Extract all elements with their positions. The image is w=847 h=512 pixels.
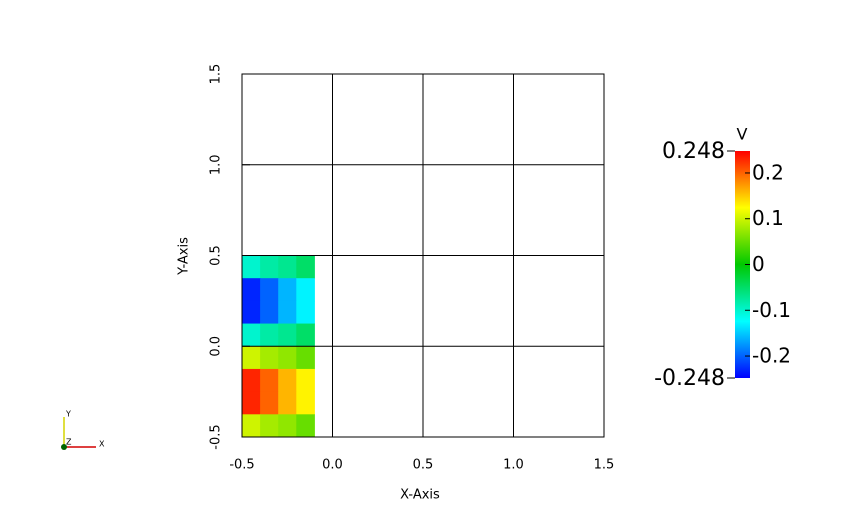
- heat-cell: [296, 391, 315, 415]
- y-tick-label: -0.5: [209, 424, 224, 449]
- colorbar-tick-label: -0.1: [752, 298, 791, 322]
- heat-cell: [242, 255, 261, 279]
- heat-cell: [296, 368, 315, 393]
- heat-cell: [278, 300, 297, 325]
- heat-cell: [260, 255, 279, 279]
- axis-x-label: X: [99, 440, 105, 449]
- heat-cell: [260, 278, 279, 302]
- heat-cell: [278, 323, 297, 347]
- heat-cell: [278, 278, 297, 302]
- x-tick-label: 1.5: [594, 458, 615, 473]
- heat-cell: [242, 414, 261, 438]
- heat-cell: [242, 346, 261, 370]
- axis-z-label: Z: [66, 438, 72, 447]
- heat-cell: [296, 346, 315, 370]
- x-axis-title: X-Axis: [400, 488, 440, 503]
- axis-z-dot: [61, 444, 67, 450]
- heat-cell: [296, 323, 315, 347]
- plot-frame: [241, 73, 605, 438]
- heat-cell: [278, 255, 297, 279]
- x-tick-label: 0.5: [413, 458, 434, 473]
- x-tick-label: 0.0: [322, 458, 343, 473]
- x-tick-label: -0.5: [229, 458, 254, 473]
- heat-cell: [260, 323, 279, 347]
- colorbar-limit-label: -0.248: [654, 366, 725, 391]
- heat-cell: [296, 278, 315, 302]
- heat-cell: [278, 368, 297, 393]
- y-axis-title: Y-Axis: [177, 237, 192, 276]
- heat-cell: [296, 300, 315, 325]
- colorbar-tick-label: 0.2: [752, 160, 784, 184]
- y-tick-label: 0.0: [209, 336, 224, 357]
- colorbar: [735, 151, 750, 378]
- y-tick-label: 1.0: [209, 154, 224, 175]
- colorbar-limit-label: 0.248: [662, 139, 725, 164]
- colorbar-title: V: [737, 125, 748, 144]
- heat-cell: [260, 391, 279, 415]
- heat-cell: [260, 300, 279, 325]
- colorbar-tick-label: 0: [752, 252, 765, 276]
- heat-cell: [242, 368, 261, 393]
- colorbar-tick-label: 0.1: [752, 206, 784, 230]
- heat-cell: [242, 323, 261, 347]
- heat-cell: [260, 368, 279, 393]
- axis-y-label: Y: [65, 410, 71, 419]
- heat-cell: [278, 414, 297, 438]
- heat-cell: [242, 278, 261, 302]
- heat-cell: [296, 255, 315, 279]
- y-tick-label: 0.5: [209, 245, 224, 266]
- orientation-axes: X Y Z: [61, 410, 105, 450]
- heat-cell: [260, 414, 279, 438]
- heat-cell: [296, 414, 315, 438]
- heat-cell: [260, 346, 279, 370]
- x-tick-label: 1.0: [503, 458, 524, 473]
- colorbar-tick-label: -0.2: [752, 344, 791, 368]
- heat-cell: [278, 346, 297, 370]
- heat-cell: [242, 391, 261, 415]
- heat-cell: [278, 391, 297, 415]
- y-tick-label: 1.5: [209, 64, 224, 85]
- heat-cell: [242, 300, 261, 325]
